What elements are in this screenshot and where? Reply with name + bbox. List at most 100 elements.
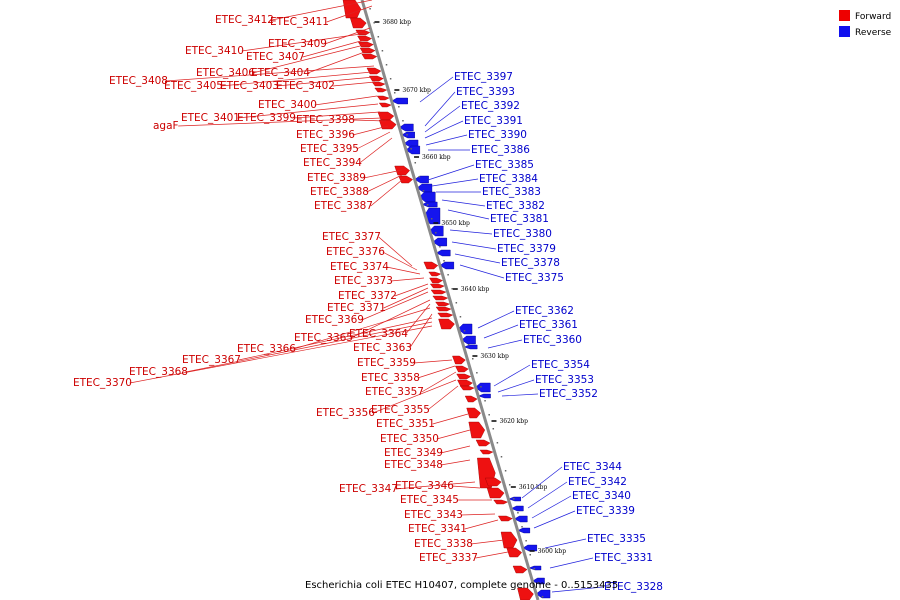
reverse-gene-leader [424, 91, 456, 127]
forward-gene-arrow [432, 295, 449, 301]
backbone-dot [459, 316, 462, 318]
reverse-gene-arrow [421, 201, 438, 208]
scale-ticks: 3680 kbp 3670 kbp 3660 kbp 3650 kbp 3640 kbp… [369, 8, 566, 598]
scale-tick-label: 3680 kbp [382, 19, 411, 26]
forward-gene-leader [185, 321, 433, 373]
reverse-gene-label: ETEC_3375 [505, 272, 564, 284]
label-leaders [129, 0, 604, 593]
reverse-gene-arrow [461, 335, 476, 345]
forward-gene-label: ETEC_3371 [327, 302, 386, 314]
forward-gene-arrow [357, 35, 372, 42]
reverse-gene-label: ETEC_3391 [464, 115, 523, 127]
forward-gene-label: ETEC_3345 [400, 494, 459, 506]
backbone-dot [496, 442, 499, 444]
forward-gene-leader [464, 519, 499, 530]
forward-gene-label: agaF [153, 120, 179, 132]
reverse-gene-leader [551, 586, 604, 593]
forward-gene-label: ETEC_3398 [296, 114, 355, 126]
forward-gene-arrow [455, 365, 469, 373]
backbone-dot [426, 204, 429, 206]
forward-gene-leader [271, 0, 373, 21]
forward-gene-label: ETEC_3376 [326, 246, 385, 258]
forward-gene-leader [237, 103, 379, 119]
backbone-dot [418, 176, 421, 178]
forward-gene-arrow [464, 395, 478, 403]
forward-gene-arrow [428, 271, 442, 277]
reverse-gene-leader [493, 364, 531, 387]
backbone-dot [463, 330, 466, 332]
reverse-gene-leader [425, 134, 468, 146]
forward-gene-label: ETEC_3389 [307, 172, 366, 184]
reverse-gene-leader [477, 310, 515, 329]
reverse-gene-arrow [522, 544, 538, 552]
backbone-dot [533, 568, 536, 570]
forward-gene-leader [352, 119, 387, 122]
reverse-gene-label: ETEC_3390 [468, 129, 527, 141]
reverse-gene-leader [424, 120, 464, 139]
forward-gene-leader [427, 385, 459, 411]
forward-gene-label: ETEC_3408 [109, 75, 168, 87]
forward-gene-arrow [466, 407, 481, 419]
reverse-gene-arrow [391, 97, 408, 105]
forward-gene-arrow [468, 421, 486, 439]
reverse-gene-leader [454, 253, 501, 264]
forward-gene-arrow [497, 515, 513, 522]
forward-gene-label: ETEC_3356 [316, 407, 375, 419]
forward-gene-leader [460, 513, 496, 516]
backbone-dot [389, 78, 392, 80]
reverse-gene-arrow [477, 393, 491, 399]
backbone-dot [435, 232, 437, 234]
reverse-gene-leader [521, 466, 563, 499]
reverse-gene-label: ETEC_3361 [519, 319, 578, 331]
forward-gene-label: ETEC_3407 [246, 51, 305, 63]
legend-reverse-label: Reverse [855, 28, 892, 38]
forward-gene-leader [417, 365, 456, 379]
forward-gene-label: ETEC_3412 [215, 14, 274, 26]
reverse-gene-label: ETEC_3331 [594, 552, 653, 564]
forward-gene-leader [366, 174, 403, 193]
backbone-dot [467, 344, 470, 346]
backbone-dot [476, 372, 478, 374]
backbone-dot [369, 8, 371, 10]
forward-gene-arrow [368, 75, 384, 82]
forward-gene-leader [409, 313, 433, 349]
backbone-dot [451, 288, 453, 290]
reverse-gene-arrow [510, 505, 524, 512]
forward-gene-label: ETEC_3402 [276, 80, 335, 92]
forward-gene-leader [241, 32, 369, 52]
reverse-gene-leader [419, 76, 454, 103]
forward-gene-leader [178, 117, 383, 127]
forward-gene-leader [451, 485, 481, 489]
forward-gene-arrow [457, 379, 473, 387]
reverse-gene-leader [441, 199, 486, 207]
forward-gene-arrow [452, 355, 466, 365]
forward-gene-label: ETEC_3394 [303, 157, 362, 169]
forward-gene-label: ETEC_3409 [268, 38, 327, 50]
forward-gene-arrow [423, 261, 439, 270]
genome-caption: Escherichia coli ETEC H10407, complete g… [305, 580, 618, 591]
forward-gene-leader [395, 481, 476, 490]
reverse-gene-arrow [419, 191, 436, 203]
backbone-dot [447, 274, 449, 276]
reverse-gene-leader [447, 209, 490, 220]
reverse-gene-arrow [405, 145, 421, 155]
reverse-gene-label: ETEC_3362 [515, 305, 574, 317]
reverse-gene-leader [431, 178, 479, 187]
forward-gene-label: ETEC_3368 [129, 366, 188, 378]
reverse-gene-label: ETEC_3380 [493, 228, 552, 240]
scale-tick-label: 3640 kbp [461, 286, 490, 293]
forward-gene-leader [238, 317, 433, 361]
reverse-gene-arrow [535, 589, 551, 599]
reverse-gene-label: ETEC_3353 [535, 374, 594, 386]
reverse-gene-leader [483, 324, 519, 339]
reverse-gene-label: ETEC_3352 [539, 388, 598, 400]
forward-gene-leader [440, 445, 471, 454]
forward-gene-label: ETEC_3367 [182, 354, 241, 366]
forward-gene-arrow [430, 289, 447, 295]
forward-gene-arrow [506, 547, 523, 558]
backbone-dot [410, 148, 412, 150]
forward-gene-leader [165, 65, 375, 82]
backbone-dot [472, 358, 474, 360]
forward-gene-label: ETEC_3341 [408, 523, 467, 535]
forward-gene-arrow [486, 487, 505, 499]
